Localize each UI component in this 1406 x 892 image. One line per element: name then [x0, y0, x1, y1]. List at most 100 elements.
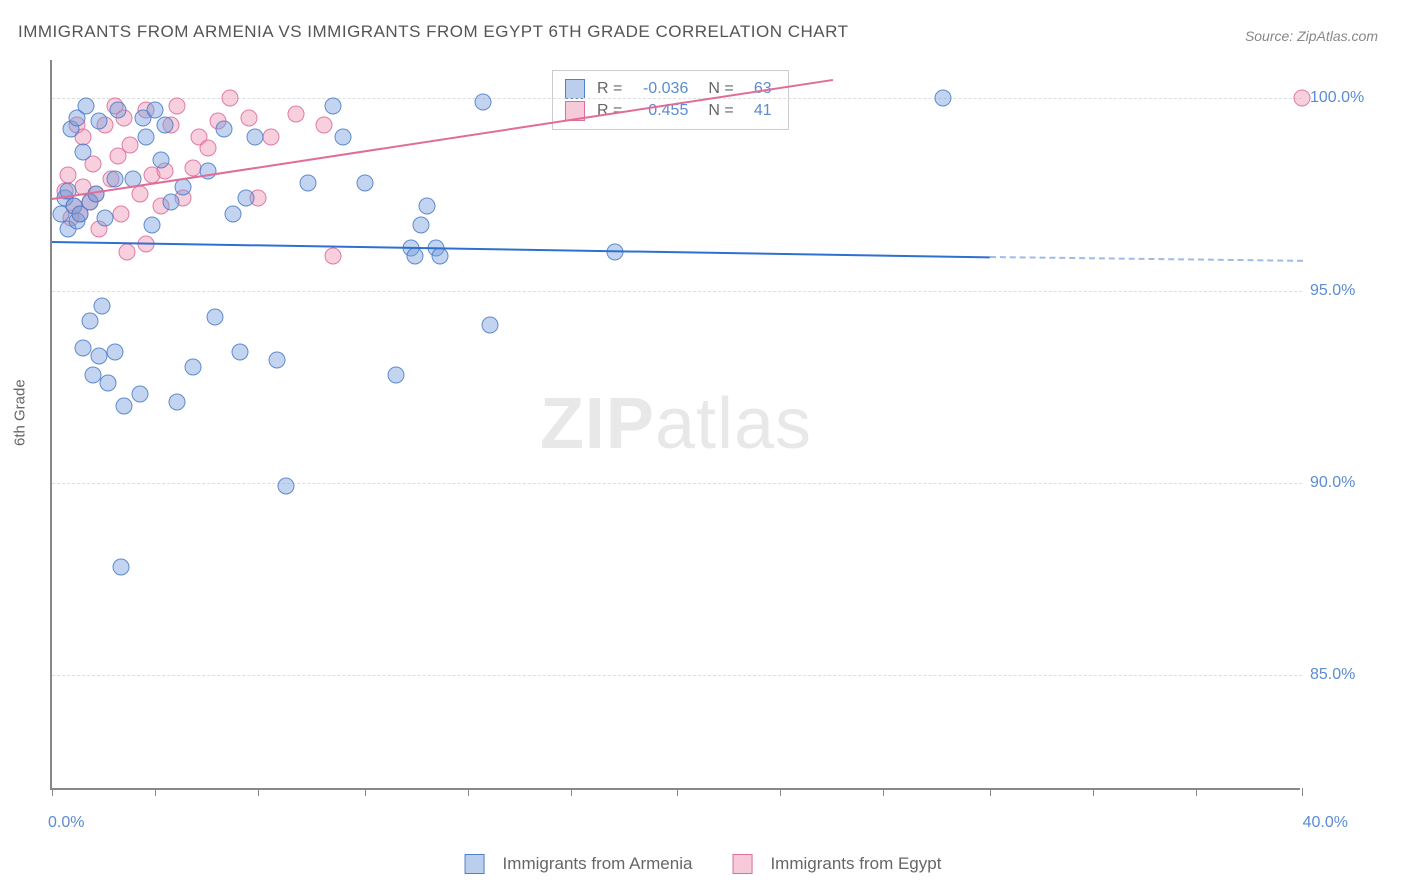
data-point-egypt [315, 117, 332, 134]
legend-item: Immigrants from Egypt [732, 854, 941, 874]
x-tick [155, 788, 156, 796]
data-point-egypt [112, 205, 129, 222]
x-axis-max-label: 40.0% [1303, 814, 1348, 832]
data-point-armenia [325, 98, 342, 115]
y-tick-label: 90.0% [1310, 474, 1390, 492]
x-tick [365, 788, 366, 796]
legend-label: Immigrants from Armenia [503, 854, 693, 874]
data-point-armenia [356, 174, 373, 191]
data-point-armenia [84, 367, 101, 384]
x-tick [52, 788, 53, 796]
data-point-armenia [75, 340, 92, 357]
data-point-armenia [278, 478, 295, 495]
data-point-armenia [412, 217, 429, 234]
watermark: ZIPatlas [540, 383, 812, 465]
data-point-egypt [325, 247, 342, 264]
data-point-egypt [122, 136, 139, 153]
x-tick [1302, 788, 1303, 796]
data-point-egypt [169, 98, 186, 115]
data-point-armenia [81, 313, 98, 330]
x-tick [677, 788, 678, 796]
source-label: Source: ZipAtlas.com [1245, 28, 1378, 44]
data-point-armenia [162, 194, 179, 211]
data-point-armenia [206, 309, 223, 326]
legend-item: Immigrants from Armenia [465, 854, 693, 874]
data-point-armenia [144, 217, 161, 234]
data-point-armenia [231, 344, 248, 361]
legend-label: Immigrants from Egypt [770, 854, 941, 874]
data-point-armenia [94, 297, 111, 314]
data-point-armenia [481, 317, 498, 334]
grid-line [52, 98, 1302, 99]
data-point-armenia [184, 359, 201, 376]
legend-swatch-blue [565, 79, 585, 99]
chart-title: IMMIGRANTS FROM ARMENIA VS IMMIGRANTS FR… [18, 22, 848, 42]
trend-line-armenia-extrapolated [989, 256, 1302, 262]
data-point-armenia [147, 101, 164, 118]
data-point-armenia [75, 144, 92, 161]
grid-line [52, 675, 1302, 676]
series-legend: Immigrants from Armenia Immigrants from E… [465, 854, 942, 874]
data-point-armenia [334, 128, 351, 145]
data-point-armenia [300, 174, 317, 191]
data-point-armenia [431, 247, 448, 264]
x-tick [780, 788, 781, 796]
plot-area: ZIPatlas R =-0.036N =63R =0.455N =41 100… [50, 60, 1300, 790]
y-tick-label: 95.0% [1310, 282, 1390, 300]
data-point-armenia [247, 128, 264, 145]
x-tick [990, 788, 991, 796]
data-point-armenia [387, 367, 404, 384]
x-tick [883, 788, 884, 796]
data-point-armenia [78, 98, 95, 115]
data-point-armenia [109, 101, 126, 118]
legend-swatch-blue [465, 854, 485, 874]
data-point-armenia [115, 397, 132, 414]
data-point-armenia [200, 163, 217, 180]
correlation-legend: R =-0.036N =63R =0.455N =41 [552, 70, 789, 130]
x-tick [571, 788, 572, 796]
x-tick [1093, 788, 1094, 796]
data-point-armenia [237, 190, 254, 207]
data-point-armenia [215, 121, 232, 138]
legend-n-value: 41 [742, 102, 772, 120]
data-point-armenia [112, 559, 129, 576]
legend-row: R =-0.036N =63 [565, 79, 776, 99]
watermark-atlas: atlas [655, 384, 812, 464]
watermark-zip: ZIP [540, 384, 655, 464]
data-point-armenia [87, 186, 104, 203]
data-point-armenia [100, 374, 117, 391]
data-point-armenia [106, 344, 123, 361]
data-point-egypt [131, 186, 148, 203]
data-point-armenia [156, 117, 173, 134]
data-point-armenia [269, 351, 286, 368]
x-tick [258, 788, 259, 796]
legend-r-label: R = [597, 80, 622, 98]
data-point-armenia [131, 386, 148, 403]
grid-line [52, 483, 1302, 484]
y-tick-label: 85.0% [1310, 666, 1390, 684]
data-point-egypt [184, 159, 201, 176]
data-point-armenia [137, 128, 154, 145]
y-axis-label: 6th Grade [12, 379, 29, 446]
trend-line-egypt [52, 79, 834, 200]
data-point-armenia [90, 347, 107, 364]
grid-line [52, 291, 1302, 292]
data-point-egypt [1294, 90, 1311, 107]
data-point-armenia [475, 94, 492, 111]
x-tick [468, 788, 469, 796]
x-tick [1196, 788, 1197, 796]
legend-n-label: N = [708, 102, 733, 120]
data-point-egypt [119, 244, 136, 261]
data-point-armenia [153, 151, 170, 168]
data-point-armenia [106, 171, 123, 188]
data-point-armenia [169, 393, 186, 410]
trend-line-armenia [52, 241, 990, 258]
y-tick-label: 100.0% [1310, 89, 1390, 107]
data-point-armenia [97, 209, 114, 226]
data-point-egypt [200, 140, 217, 157]
legend-swatch-pink [732, 854, 752, 874]
data-point-armenia [934, 90, 951, 107]
data-point-armenia [225, 205, 242, 222]
data-point-egypt [287, 105, 304, 122]
data-point-armenia [419, 198, 436, 215]
